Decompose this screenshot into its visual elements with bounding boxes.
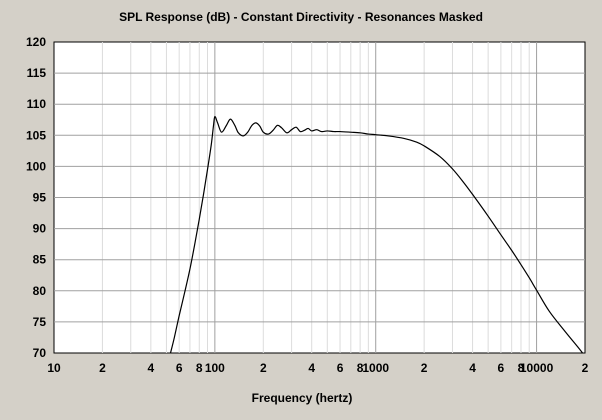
x-tick-label: 6 [498, 361, 505, 375]
y-tick-label: 115 [27, 66, 47, 80]
spl-series-line [169, 116, 584, 353]
x-tick-label: 1000 [362, 361, 389, 375]
x-tick-label: 6 [176, 361, 183, 375]
y-tick-label: 75 [33, 315, 47, 329]
x-tick-label: 100 [205, 361, 225, 375]
x-tick-label: 10000 [520, 361, 554, 375]
y-tick-label: 120 [26, 35, 46, 49]
x-tick-label: 6 [337, 361, 344, 375]
x-tick-label: 8 [518, 361, 525, 375]
y-tick-label: 80 [33, 284, 47, 298]
x-tick-label: 10 [47, 361, 61, 375]
grid [54, 42, 585, 353]
y-tick-label: 85 [33, 253, 47, 267]
y-tick-label: 100 [26, 159, 46, 173]
y-tick-label: 95 [33, 191, 47, 205]
x-tick-label: 2 [582, 361, 589, 375]
series-layer [169, 116, 584, 353]
x-axis-label: Frequency (hertz) [252, 391, 353, 405]
x-tick-label: 2 [260, 361, 267, 375]
x-tick-label: 4 [148, 361, 155, 375]
x-tick-label: 4 [308, 361, 315, 375]
y-tick-label: 90 [33, 222, 47, 236]
x-tick-label: 2 [99, 361, 106, 375]
y-tick-labels: 70 75 80 85 90 95 100 105 110 115 120 [26, 35, 46, 360]
chart-title: SPL Response (dB) - Constant Directivity… [119, 10, 483, 24]
y-tick-label: 105 [26, 128, 46, 142]
x-tick-label: 4 [469, 361, 476, 375]
x-tick-label: 8 [196, 361, 203, 375]
y-tick-label: 110 [27, 97, 47, 111]
y-tick-label: 70 [33, 346, 47, 360]
x-tick-label: 8 [357, 361, 364, 375]
x-tick-label: 2 [421, 361, 428, 375]
